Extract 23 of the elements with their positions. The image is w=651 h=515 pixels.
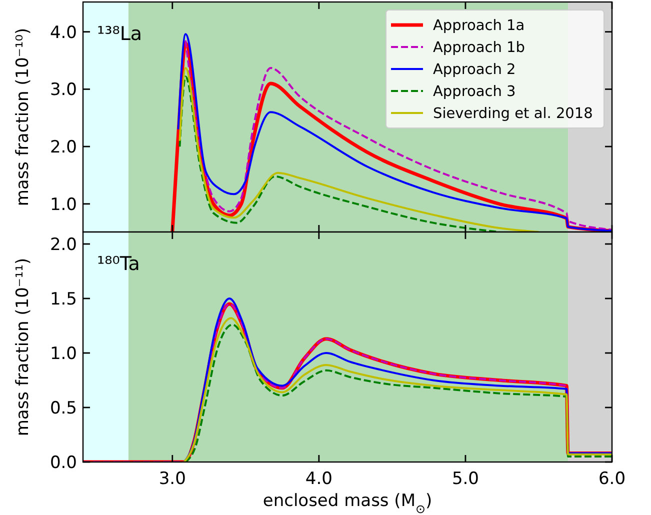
x-tick-label: 6.0 (598, 469, 626, 489)
y-tick-label: 2.0 (50, 138, 77, 158)
y-tick-label: 1.0 (50, 194, 77, 215)
x-tick-label: 3.0 (158, 469, 186, 489)
y-axis-title: mass fraction (10⁻¹⁰) (13, 28, 33, 206)
annotation: ¹³⁸La (97, 23, 142, 45)
legend-label: Approach 3 (433, 84, 516, 100)
legend-label: Approach 2 (433, 62, 516, 78)
y-axis-title: mass fraction (10⁻¹¹) (13, 258, 33, 436)
y-tick-label: 1.5 (50, 289, 77, 310)
y-tick-label: 0.0 (50, 453, 77, 473)
y-tick-label: 3.0 (50, 80, 77, 100)
y-tick-label: 2.0 (50, 234, 77, 255)
legend-label: Approach 1b (433, 40, 525, 56)
x-axis-title: enclosed mass (M$_{⊙}$) (262, 491, 432, 515)
x-tick-label: 5.0 (452, 469, 479, 489)
annotation: ¹⁸⁰Ta (97, 253, 140, 275)
y-tick-label: 4.0 (50, 22, 77, 43)
x-tick-label: 4.0 (305, 469, 332, 489)
y-tick-label: 1.0 (50, 344, 77, 364)
y-tick-label: 0.5 (50, 398, 77, 418)
legend-label: Approach 1a (433, 18, 525, 34)
legend-label: Sieverding et al. 2018 (433, 106, 593, 122)
